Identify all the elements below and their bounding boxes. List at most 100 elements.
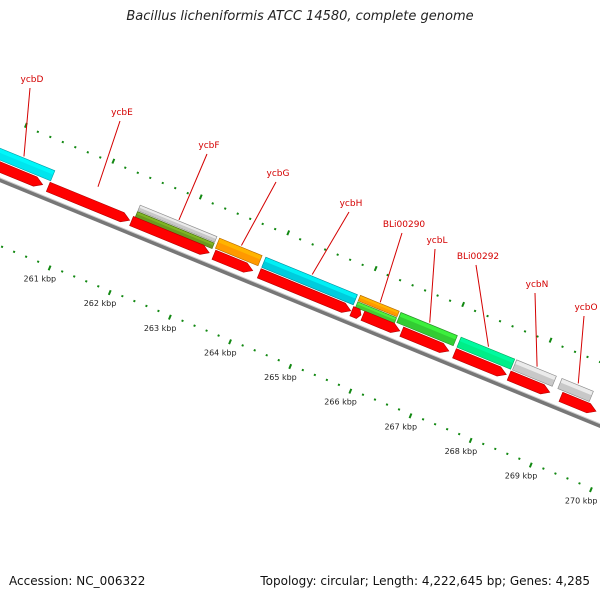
- kbp-label: 261 kbp: [24, 275, 57, 284]
- cog-shine: [357, 302, 396, 320]
- major-tick: [107, 289, 112, 296]
- gene-leader-line: [475, 264, 489, 347]
- cog-shine: [459, 337, 515, 363]
- gene-leader-line: [97, 120, 121, 187]
- minor-tick: [193, 324, 196, 327]
- minor-tick: [325, 378, 329, 382]
- minor-tick: [473, 309, 477, 313]
- minor-tick: [12, 250, 16, 254]
- minor-tick: [386, 273, 389, 277]
- major-tick: [528, 462, 533, 468]
- cds-shine: [562, 393, 591, 406]
- minor-tick: [486, 314, 489, 318]
- minor-tick: [445, 427, 449, 431]
- gene-leader-line: [429, 248, 436, 323]
- minor-tick: [121, 294, 124, 298]
- minor-tick: [60, 270, 64, 273]
- minor-tick: [236, 212, 239, 216]
- kbp-label: 268 kbp: [445, 447, 478, 456]
- kbp-label: 266 kbp: [324, 398, 357, 407]
- minor-tick: [433, 422, 437, 426]
- feature-layer: [0, 144, 597, 414]
- cds-shine: [261, 269, 346, 306]
- minor-tick: [536, 335, 539, 338]
- minor-tick: [523, 330, 527, 333]
- minor-tick: [248, 217, 252, 221]
- minor-tick: [397, 408, 401, 411]
- cds-arrow-group: [0, 156, 44, 187]
- cds-arrow-group: [452, 348, 507, 377]
- minor-tick: [181, 319, 184, 323]
- kbp-label: 269 kbp: [505, 472, 538, 481]
- gene-label-ycbL: ycbL: [426, 236, 447, 246]
- minor-tick: [373, 398, 377, 401]
- gene-leader-line: [23, 87, 31, 157]
- cds-arrow: [0, 156, 44, 187]
- minor-tick: [273, 227, 277, 231]
- minor-tick: [217, 334, 220, 337]
- cds-arrow: [558, 391, 597, 414]
- gene-leader-line: [379, 232, 403, 303]
- cog-shine: [560, 379, 593, 396]
- minor-tick: [161, 181, 165, 185]
- minor-tick: [518, 457, 521, 461]
- kbp-label: 267 kbp: [384, 422, 417, 431]
- cog-shine: [515, 360, 556, 380]
- major-tick: [468, 437, 473, 444]
- minor-tick: [566, 477, 569, 480]
- gene-leader-line: [577, 315, 585, 384]
- minor-tick: [586, 355, 589, 359]
- lower-tick-track: [0, 245, 593, 493]
- major-tick: [47, 265, 52, 271]
- kbp-label: 263 kbp: [144, 324, 177, 333]
- cds-shine: [50, 183, 124, 215]
- gene-label-ycbN: ycbN: [526, 280, 549, 290]
- cog-box-BLi00290: [357, 294, 400, 318]
- cog-box-ycbG: [215, 237, 263, 267]
- cds-arrow: [452, 348, 507, 377]
- minor-tick: [123, 166, 127, 169]
- minor-tick: [173, 186, 177, 190]
- cog-shine: [137, 212, 214, 246]
- major-tick: [198, 194, 203, 200]
- cog-shine: [139, 205, 217, 239]
- minor-tick: [505, 452, 509, 456]
- minor-tick: [348, 258, 352, 262]
- cds-arrow: [211, 249, 254, 273]
- major-tick: [286, 230, 291, 236]
- upper-tick-track: [24, 122, 600, 364]
- major-tick: [373, 265, 378, 272]
- cds-shine: [215, 251, 247, 266]
- cog-box-ycbL: [396, 312, 458, 347]
- gene-label-ycbG: ycbG: [267, 169, 290, 179]
- minor-tick: [578, 482, 581, 485]
- minor-tick: [48, 135, 52, 139]
- backbone-line: [0, 177, 600, 429]
- minor-tick: [96, 284, 100, 288]
- minor-tick: [385, 403, 389, 406]
- major-tick: [548, 337, 553, 343]
- cds-arrow: [256, 268, 352, 313]
- minor-tick: [337, 383, 341, 387]
- gene-label-ycbE: ycbE: [111, 108, 133, 118]
- major-tick: [111, 158, 116, 164]
- cog-box-BLi00292: [456, 336, 516, 370]
- cds-arrow-group: [349, 306, 362, 319]
- minor-tick: [61, 140, 65, 144]
- minor-tick: [36, 260, 40, 263]
- minor-tick: [423, 289, 427, 292]
- minor-tick: [133, 299, 136, 303]
- cds-arrow-group: [45, 181, 131, 223]
- minor-tick: [298, 237, 302, 241]
- minor-tick: [498, 319, 502, 323]
- cog-box-ycbO: [557, 378, 594, 402]
- cog-shine: [218, 238, 262, 260]
- cog-shine: [0, 145, 55, 175]
- backbone-highlight: [0, 177, 600, 425]
- gene-label-ycbO: ycbO: [574, 303, 597, 313]
- cog-shine: [399, 313, 457, 340]
- gene-label-ycbF: ycbF: [198, 141, 219, 151]
- minor-tick: [265, 353, 269, 357]
- gene-leader-line: [240, 181, 277, 246]
